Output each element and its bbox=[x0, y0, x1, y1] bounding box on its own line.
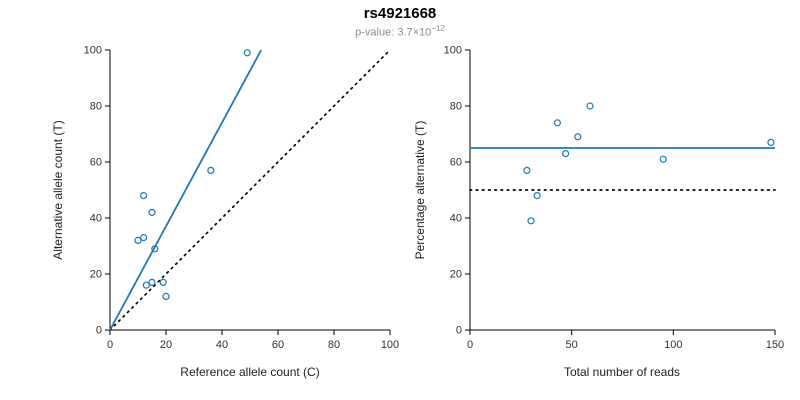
right-scatter-plot: 0 50 100 150 0 20 40 60 80 100 Total number of re… bbox=[413, 45, 784, 380]
y-tick-label: 80 bbox=[450, 101, 462, 113]
left-y-axis-label: Alternative allele count (T) bbox=[51, 120, 65, 259]
x-tick-label: 40 bbox=[216, 339, 228, 351]
data-point bbox=[207, 166, 215, 174]
data-point bbox=[142, 281, 150, 289]
data-point bbox=[148, 278, 156, 286]
x-tick-label: 0 bbox=[467, 339, 473, 351]
data-point bbox=[527, 217, 535, 225]
data-point bbox=[574, 133, 582, 141]
page-title: rs4921668 bbox=[363, 5, 437, 22]
y-tick-label: 60 bbox=[90, 157, 102, 169]
right-y-axis-label: Percentage alternative (T) bbox=[413, 121, 427, 260]
data-point bbox=[243, 49, 251, 57]
y-tick-label: 60 bbox=[450, 157, 462, 169]
y-tick-label: 100 bbox=[84, 45, 102, 57]
left-scatter-plot: 0 20 40 60 80 100 0 20 40 60 80 100 Reference allel… bbox=[51, 45, 399, 380]
y-tick-label: 20 bbox=[90, 269, 102, 281]
x-tick-label: 80 bbox=[328, 339, 340, 351]
right-x-axis-label: Total number of reads bbox=[564, 365, 680, 379]
y-tick-label: 20 bbox=[450, 269, 462, 281]
y-tick-label: 100 bbox=[444, 45, 462, 57]
right-plot-content: 0 50 100 150 0 20 40 60 80 100 bbox=[444, 45, 785, 352]
x-tick-label: 0 bbox=[107, 339, 113, 351]
data-point bbox=[140, 192, 148, 200]
data-point bbox=[148, 208, 156, 216]
x-tick-label: 100 bbox=[381, 339, 399, 351]
left-x-axis-label: Reference allele count (C) bbox=[180, 365, 319, 379]
left-plot-content: 0 20 40 60 80 100 0 20 40 60 80 100 bbox=[84, 45, 400, 352]
y-tick-label: 40 bbox=[90, 213, 102, 225]
p-value-exponent: −12 bbox=[431, 24, 445, 33]
data-point bbox=[561, 150, 570, 158]
data-point bbox=[586, 102, 594, 110]
y-tick-label: 0 bbox=[96, 325, 102, 337]
y-tick-label: 0 bbox=[456, 325, 462, 337]
data-point bbox=[134, 236, 142, 244]
x-tick-label: 60 bbox=[272, 339, 284, 351]
y-tick-label: 80 bbox=[90, 101, 102, 113]
data-point bbox=[533, 192, 541, 200]
y-tick-label: 40 bbox=[450, 213, 462, 225]
p-value-text: p-value: 3.7×10 bbox=[355, 26, 432, 39]
x-tick-label: 50 bbox=[566, 339, 578, 351]
data-point bbox=[553, 119, 562, 127]
data-point bbox=[523, 166, 531, 174]
x-tick-label: 100 bbox=[664, 339, 682, 351]
data-point bbox=[767, 138, 775, 146]
reference-line bbox=[109, 49, 391, 331]
data-point bbox=[151, 245, 159, 253]
p-value-subtitle: p-value: 3.7×10−12 bbox=[0, 24, 800, 39]
fit-line bbox=[109, 49, 262, 331]
x-tick-label: 150 bbox=[766, 339, 784, 351]
data-point bbox=[659, 155, 667, 163]
data-point bbox=[140, 234, 148, 242]
data-point bbox=[162, 292, 170, 300]
x-tick-label: 20 bbox=[160, 339, 172, 351]
data-point bbox=[159, 278, 167, 286]
